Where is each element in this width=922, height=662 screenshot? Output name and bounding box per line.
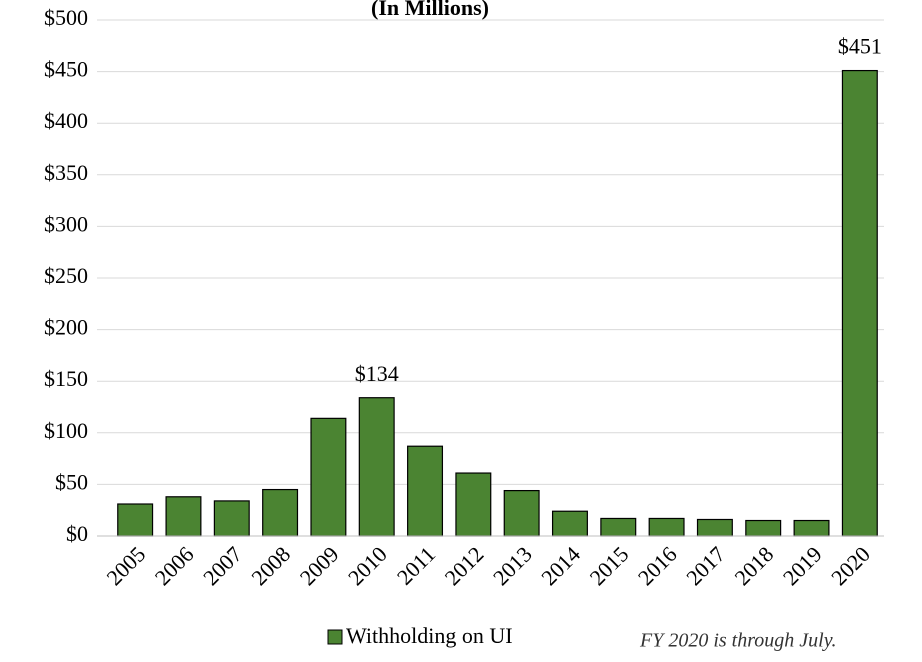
x-tick-label: 2006 xyxy=(150,541,199,590)
bar xyxy=(213,500,250,537)
bar xyxy=(455,472,492,537)
y-tick-label: $500 xyxy=(44,5,88,30)
bar xyxy=(745,519,782,537)
bar xyxy=(600,517,637,537)
x-tick-label: 2015 xyxy=(585,541,634,590)
x-tick-label: 2013 xyxy=(488,541,537,590)
bar xyxy=(793,519,830,537)
bar xyxy=(262,488,299,537)
legend-label: Withholding on UI xyxy=(346,623,513,648)
y-tick-label: $50 xyxy=(55,469,88,494)
x-tick-label: 2005 xyxy=(101,541,150,590)
y-tick-label: $350 xyxy=(44,160,88,185)
bar xyxy=(696,518,733,537)
x-tick-label: 2019 xyxy=(778,541,827,590)
x-tick-label: 2016 xyxy=(633,541,682,590)
x-tick-label: 2018 xyxy=(730,541,779,590)
x-tick-label: 2020 xyxy=(826,541,875,590)
y-tick-label: $450 xyxy=(44,57,88,82)
x-tick-label: 2011 xyxy=(392,541,440,589)
chart-title: (In Millions) xyxy=(371,0,489,20)
y-tick-label: $300 xyxy=(44,211,88,236)
bar xyxy=(503,489,540,537)
data-label: $451 xyxy=(838,34,882,59)
bar xyxy=(358,397,395,537)
bar xyxy=(551,510,588,537)
y-tick-label: $400 xyxy=(44,108,88,133)
x-tick-label: 2007 xyxy=(198,541,247,590)
x-tick-label: 2014 xyxy=(536,541,585,590)
y-tick-label: $150 xyxy=(44,366,88,391)
annotation: FY 2020 is through July. xyxy=(639,630,836,652)
bar xyxy=(310,417,347,537)
x-tick-label: 2010 xyxy=(343,541,392,590)
legend-swatch xyxy=(327,629,343,645)
bar xyxy=(648,517,685,537)
bar xyxy=(117,503,154,537)
x-tick-label: 2009 xyxy=(295,541,344,590)
y-tick-label: $200 xyxy=(44,315,88,340)
x-tick-label: 2012 xyxy=(440,541,489,590)
y-tick-label: $100 xyxy=(44,418,88,443)
x-tick-label: 2017 xyxy=(681,541,730,590)
bar xyxy=(407,445,444,537)
x-tick-label: 2008 xyxy=(246,541,295,590)
y-tick-label: $0 xyxy=(66,521,88,546)
bar xyxy=(165,496,202,537)
y-tick-label: $250 xyxy=(44,263,88,288)
data-label: $134 xyxy=(355,361,399,386)
bar xyxy=(841,69,878,537)
